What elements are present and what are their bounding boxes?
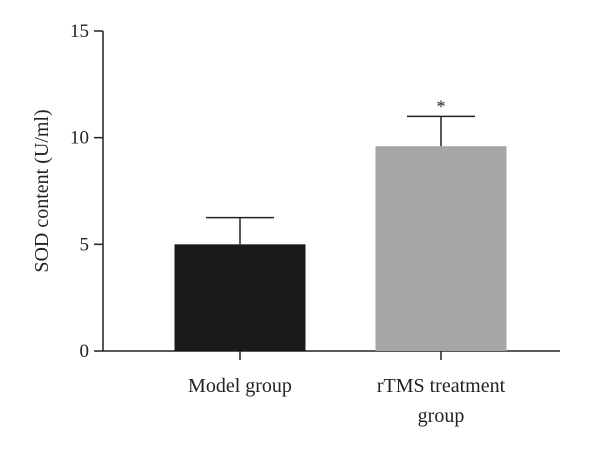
x-tick-label: Model group — [188, 375, 292, 397]
x-tick-label-line: rTMS treatment — [377, 375, 506, 397]
bars — [174, 115, 507, 351]
y-tick-label: 10 — [70, 128, 89, 149]
bar — [174, 244, 306, 351]
significance-marker: * — [437, 96, 446, 116]
x-tick-label: rTMS treatment group — [377, 375, 506, 427]
labels: 0 5 10 15 Model group * rTMS treatment group — [70, 21, 506, 427]
y-tick-label: 5 — [80, 234, 90, 255]
y-tick-label: 15 — [70, 21, 89, 42]
x-tick-label-line: group — [418, 405, 465, 427]
y-axis-label: SOD content (U/ml) — [31, 109, 53, 272]
x-tick-label-line: Model group — [188, 375, 292, 397]
y-tick-label: 0 — [80, 341, 90, 362]
bar — [375, 146, 507, 351]
